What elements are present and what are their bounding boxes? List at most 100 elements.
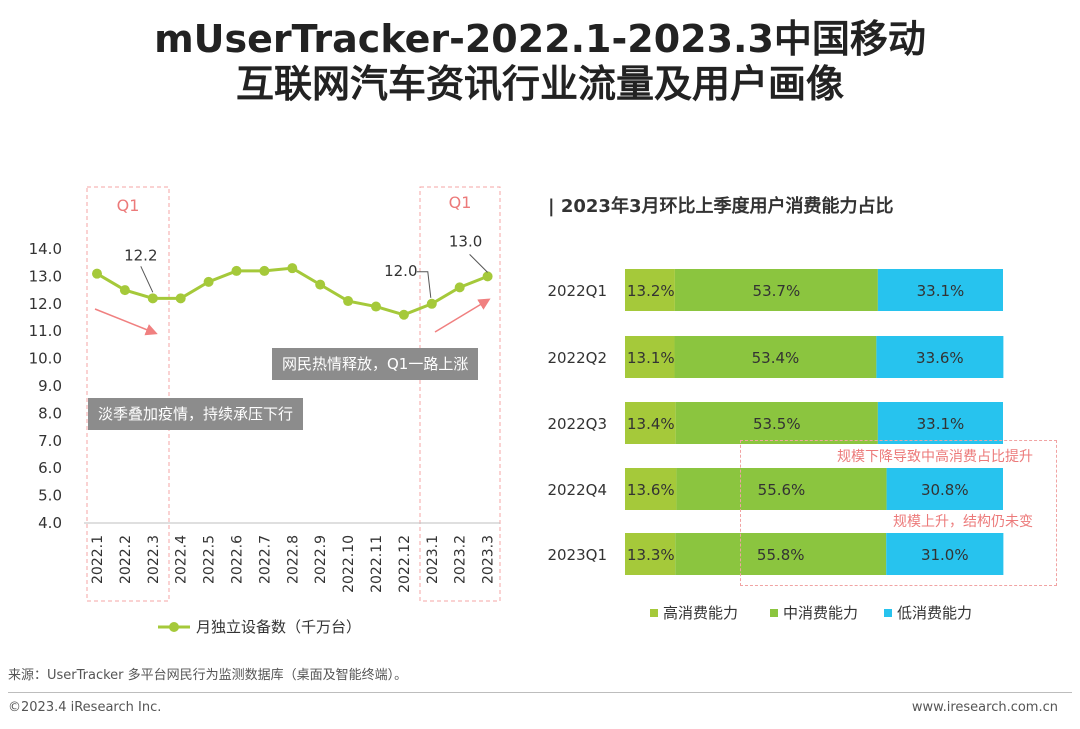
leader-line: [416, 271, 432, 298]
callout-falling: 淡季叠加疫情，持续承压下行: [88, 398, 304, 430]
y-tick-label: 8.0: [38, 404, 62, 422]
y-tick-label: 6.0: [38, 459, 62, 477]
data-point: [454, 282, 465, 293]
highlight-label-2022q1: Q1: [117, 196, 140, 215]
highlight-label-2023q1: Q1: [449, 193, 472, 212]
y-tick-label: 4.0: [38, 514, 62, 532]
bar-value-label: 13.6%: [627, 481, 675, 499]
x-tick-label: 2023.2: [453, 535, 469, 584]
category-label: 2023Q1: [547, 546, 607, 564]
data-point: [371, 301, 381, 312]
data-point: [147, 293, 158, 304]
bar-segment: [625, 468, 677, 510]
callout-rising: 网民热情释放，Q1一路上涨: [272, 348, 479, 380]
line-chart: Q1 Q1 14.0 13.0 12.0 11.0 10.0 9.0 8.0 7.0 6.0 5.0 4…: [29, 186, 501, 636]
y-tick-label: 14.0: [29, 240, 62, 258]
y-tick-label: 13.0: [29, 267, 62, 285]
data-point: [398, 309, 409, 320]
bar-value-label: 33.1%: [917, 415, 965, 433]
legend-swatch: [650, 609, 658, 617]
bar-value-label: 13.3%: [627, 546, 675, 564]
x-tick-label: 2023.3: [481, 535, 497, 584]
leader-line: [469, 254, 488, 273]
bar-value-label: 33.6%: [916, 349, 964, 367]
bar-segment: [675, 533, 887, 575]
y-tick-label: 9.0: [38, 377, 62, 395]
data-point: [343, 296, 354, 307]
bar-segment: [674, 269, 878, 311]
point-label-2023-1: 12.0: [384, 262, 417, 280]
highlight-box-2023q1: [419, 186, 501, 602]
legend-swatch: [884, 609, 892, 617]
page-title-line-2: 互联网汽车资讯行业流量及用户画像: [235, 62, 844, 106]
category-label: 2022Q4: [547, 481, 607, 499]
bar-segment: [675, 402, 878, 444]
source-note: 来源：UserTracker 多平台网民行为监测数据库（桌面及智能终端）。: [8, 668, 408, 683]
bar-segment: [625, 402, 676, 444]
x-tick-label: 2022.8: [285, 535, 301, 584]
bar-segment: [625, 336, 675, 378]
x-tick-label: 2022.5: [202, 535, 218, 584]
data-point: [287, 263, 298, 274]
x-tick-label: 2022.6: [230, 535, 246, 584]
bar-value-label: 53.7%: [753, 282, 801, 300]
data-point: [315, 279, 326, 290]
trend-arrow-down: [94, 308, 158, 336]
site-url: www.iresearch.com.cn: [911, 700, 1058, 715]
footer-divider: [8, 692, 1072, 693]
stacked-bar-chart: 2022Q1 13.2% 53.7% 33.1% 2022Q2 13.1% 53.4% 33.…: [547, 269, 1004, 622]
bar-segment: [876, 336, 1004, 378]
category-label: 2022Q3: [547, 415, 607, 433]
data-point: [231, 265, 242, 276]
bar-value-label: 55.6%: [758, 481, 806, 499]
data-point: [175, 293, 186, 304]
data-point: [119, 285, 130, 296]
annotation-scale-down: 规模下降导致中高消费占比提升: [837, 449, 1033, 465]
bar-value-label: 53.5%: [753, 415, 801, 433]
highlight-box-2022q1: [86, 186, 170, 602]
bar-segment: [674, 336, 877, 378]
bar-value-label: 53.4%: [752, 349, 800, 367]
x-tick-label: 2022.10: [341, 535, 357, 593]
data-point: [259, 265, 270, 276]
bar-value-label: 33.1%: [917, 282, 965, 300]
x-tick-label: 2022.4: [174, 535, 190, 584]
y-tick-label: 7.0: [38, 432, 62, 450]
legend-label: 低消费能力: [897, 604, 972, 622]
bar-value-label: 31.0%: [921, 546, 969, 564]
copyright: ©2023.4 iResearch Inc.: [8, 700, 162, 715]
bar-segment: [877, 402, 1003, 444]
legend-label: 中消费能力: [783, 604, 858, 622]
data-point: [426, 298, 437, 309]
bar-segment: [886, 468, 1003, 510]
y-tick-label: 5.0: [38, 487, 62, 505]
x-tick-label: 2022.2: [118, 535, 134, 584]
y-tick-label: 10.0: [29, 350, 62, 368]
legend-swatch: [770, 609, 778, 617]
legend-label: 高消费能力: [663, 604, 738, 622]
x-tick-label: 2022.1: [90, 535, 106, 584]
legend-label: 月独立设备数（千万台）: [196, 618, 361, 636]
x-tick-label: 2022.3: [146, 535, 162, 584]
bar-segment: [877, 269, 1003, 311]
trend-arrow-up: [434, 298, 491, 333]
bar-chart-title: | 2023年3月环比上季度用户消费能力占比: [548, 196, 894, 217]
legend-marker: [169, 622, 179, 632]
bar-value-label: 13.2%: [627, 282, 675, 300]
bar-segment: [625, 269, 675, 311]
category-label: 2022Q1: [547, 282, 607, 300]
annotation-box: [740, 440, 1057, 586]
point-label-2022-3: 12.2: [124, 246, 157, 264]
x-tick-label: 2022.9: [313, 535, 329, 584]
x-tick-label: 2022.11: [369, 535, 385, 593]
y-tick-label: 12.0: [29, 295, 62, 313]
y-tick-label: 11.0: [29, 322, 62, 340]
leader-line: [140, 266, 154, 293]
data-point: [203, 276, 214, 287]
bar-value-label: 13.4%: [627, 415, 675, 433]
category-label: 2022Q2: [547, 349, 607, 367]
data-point: [482, 271, 493, 282]
x-tick-label: 2022.12: [397, 535, 413, 593]
bar-segment: [676, 468, 887, 510]
bar-value-label: 13.1%: [627, 349, 675, 367]
